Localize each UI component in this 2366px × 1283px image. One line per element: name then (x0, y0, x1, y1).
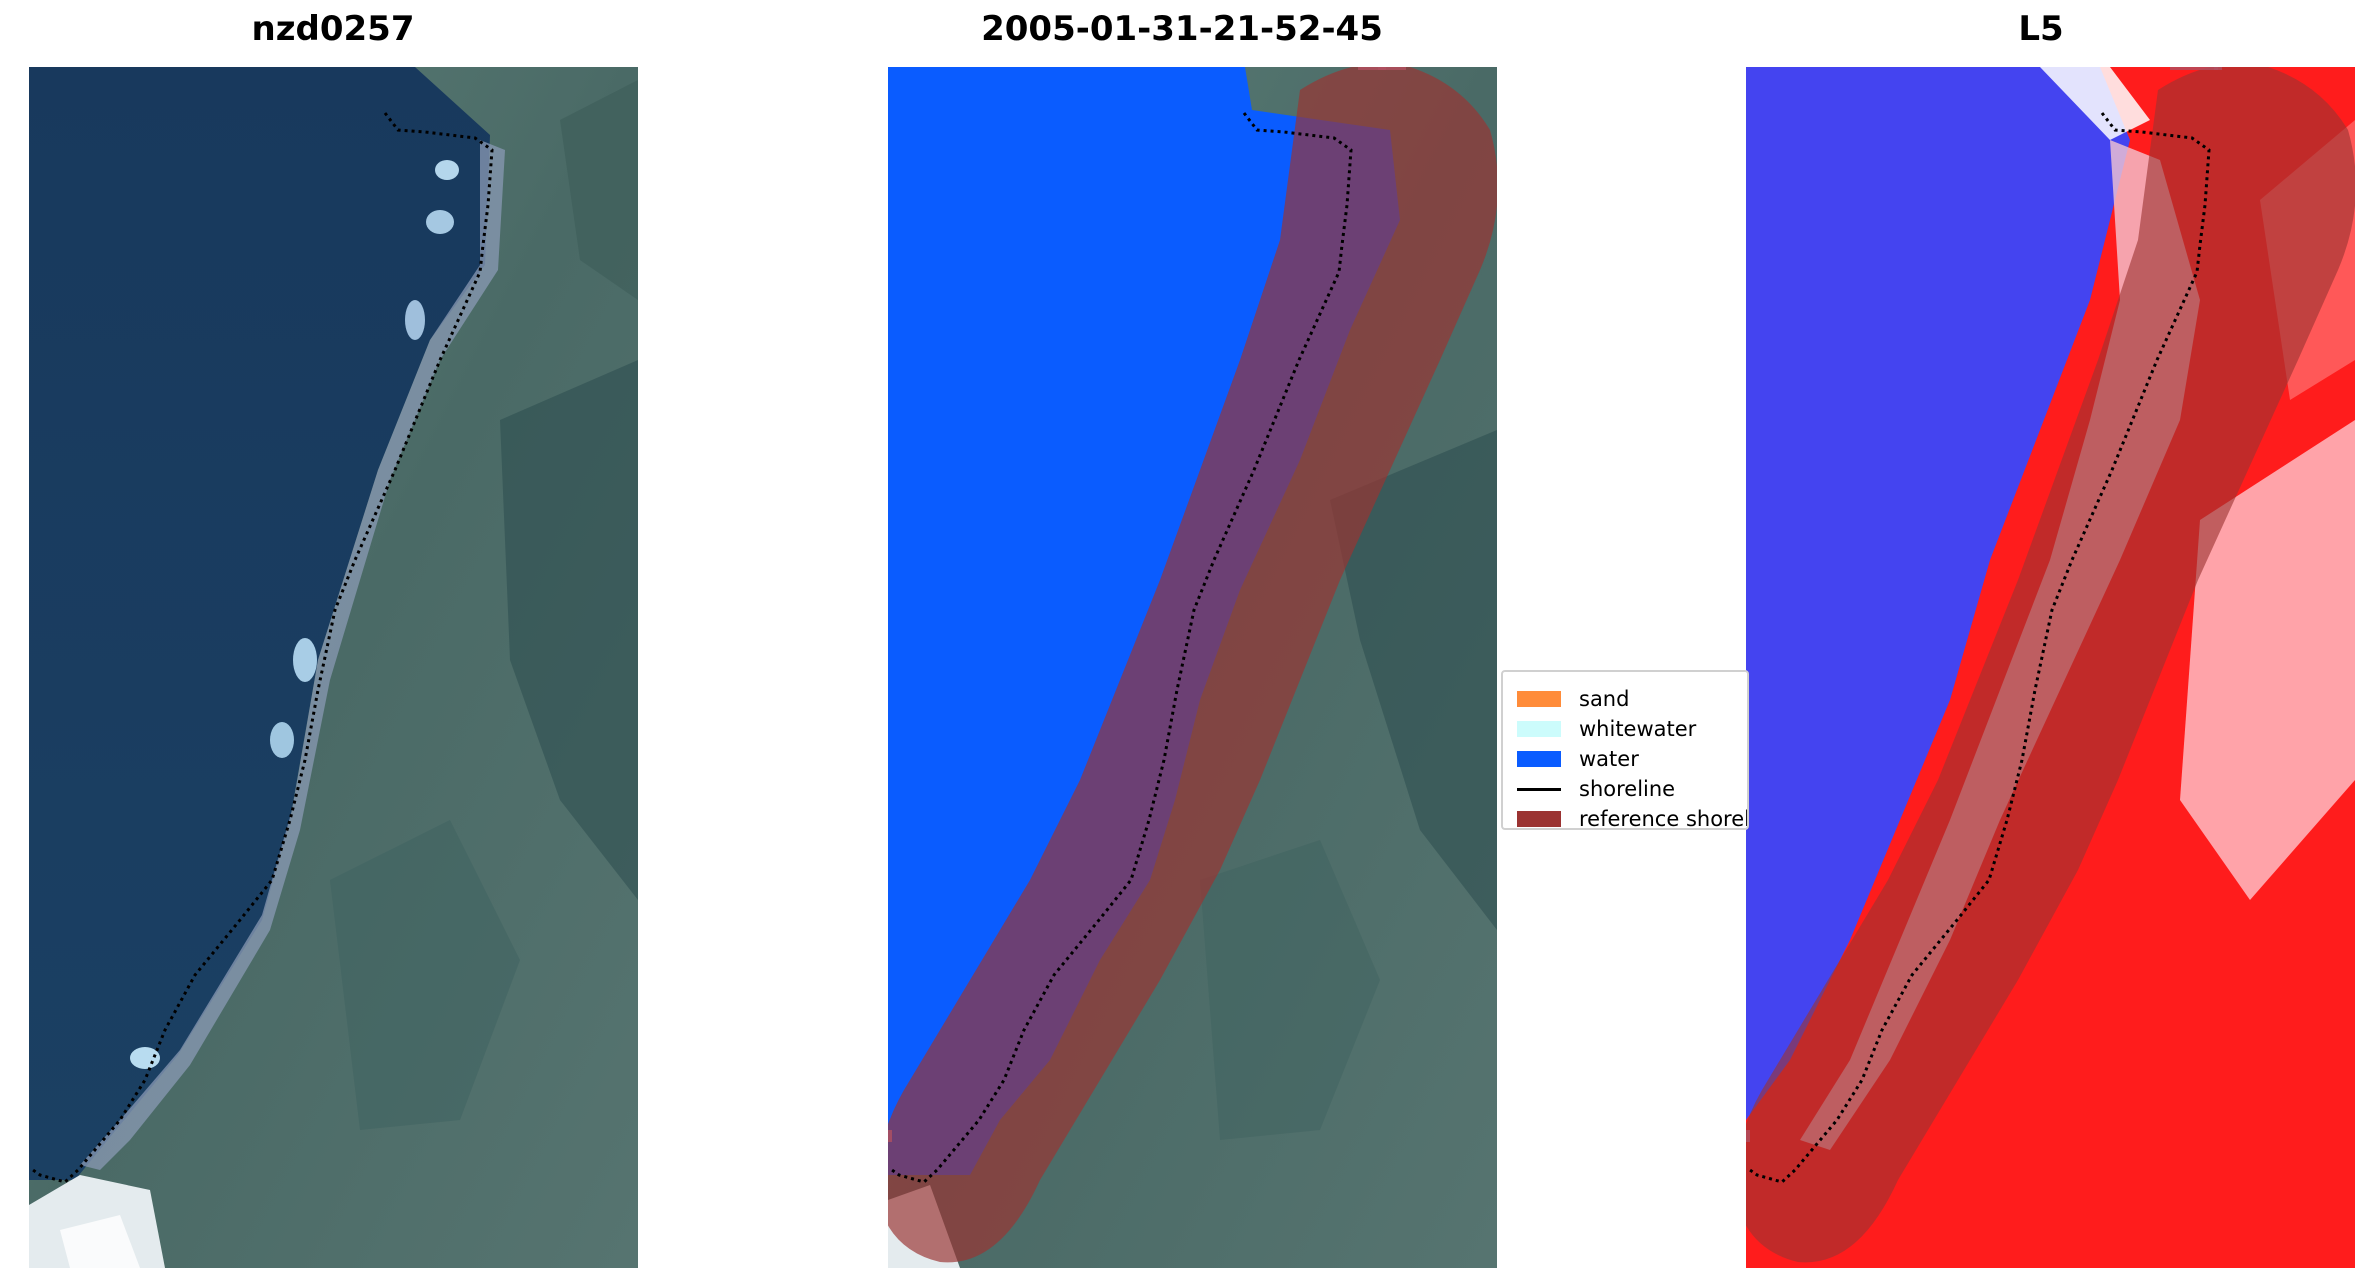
legend: sand whitewater water shoreline referenc… (1501, 670, 1749, 830)
reference-shoreline-swatch (1517, 811, 1561, 827)
reference-shoreline-buffer (1746, 67, 2355, 1263)
shoreline-line (891, 112, 1353, 1184)
legend-item-water: water (1517, 744, 1639, 774)
legend-item-shoreline: shoreline (1517, 774, 1675, 804)
panel-title: nzd0257 (252, 9, 415, 49)
shoreline-line (32, 112, 494, 1184)
classification-image (888, 67, 1497, 1268)
sand-swatch (1517, 691, 1561, 707)
panel-title: L5 (2018, 9, 2063, 49)
shoreline-line-swatch (1517, 787, 1561, 791)
legend-label: reference shoreline (1579, 807, 1749, 830)
panel-index: L5 (1746, 9, 2355, 1268)
legend-item-reference-shoreline: reference shoreline (1517, 804, 1749, 830)
water-swatch (1517, 751, 1561, 767)
index-image (1746, 67, 2355, 1268)
whitewater-swatch (1517, 721, 1561, 737)
panel-rgb: nzd0257 (29, 9, 638, 1268)
rgb-image (29, 67, 638, 1268)
legend-label: sand (1579, 687, 1630, 711)
panel-classification: 2005-01-31-21-52-45 (888, 9, 1497, 1268)
legend-label: whitewater (1579, 717, 1697, 741)
reference-shoreline-buffer (888, 67, 1497, 1263)
shoreline-line (1749, 112, 2211, 1184)
legend-item-sand: sand (1517, 684, 1629, 714)
legend-label: shoreline (1579, 777, 1676, 801)
panel-title: 2005-01-31-21-52-45 (981, 9, 1383, 49)
legend-item-whitewater: whitewater (1517, 714, 1696, 744)
legend-label: water (1579, 747, 1639, 771)
